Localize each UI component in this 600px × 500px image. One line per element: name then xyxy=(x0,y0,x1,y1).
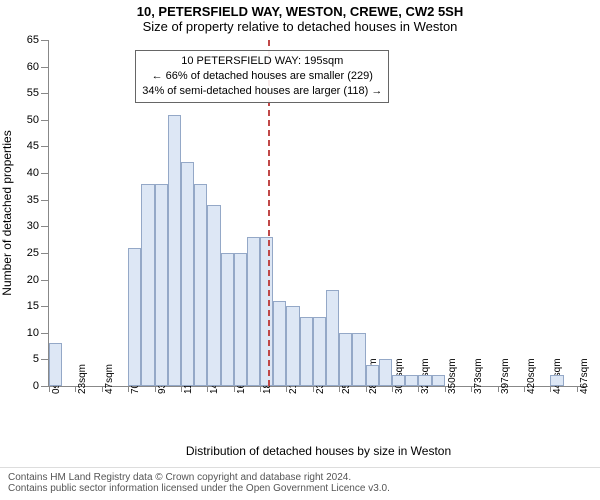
histogram-bar xyxy=(405,375,418,386)
histogram-bar xyxy=(313,317,326,386)
histogram-bar xyxy=(141,184,154,386)
x-tick xyxy=(234,386,235,392)
annotation-box: 10 PETERSFIELD WAY: 195sqm← 66% of detac… xyxy=(135,50,389,103)
histogram-bar xyxy=(418,375,431,386)
x-axis-label: Distribution of detached houses by size … xyxy=(186,444,451,458)
annotation-line: 10 PETERSFIELD WAY: 195sqm xyxy=(142,54,382,69)
histogram-bar xyxy=(168,115,181,386)
y-tick-label: 10 xyxy=(27,327,49,339)
histogram-bar xyxy=(550,375,563,386)
x-tick-label: 420sqm xyxy=(526,358,537,394)
histogram-bar xyxy=(260,237,273,386)
histogram-bar xyxy=(366,365,379,386)
chart-subtitle: Size of property relative to detached ho… xyxy=(0,19,600,34)
histogram-bar xyxy=(339,333,352,386)
histogram-bar xyxy=(49,343,62,386)
y-tick-label: 5 xyxy=(33,353,49,365)
y-tick-label: 0 xyxy=(33,380,49,392)
y-axis-label: Number of detached properties xyxy=(0,130,14,295)
x-tick xyxy=(313,386,314,392)
histogram-bar xyxy=(379,359,392,386)
x-tick-label: 350sqm xyxy=(447,358,458,394)
plot-inner: Number of detached properties Distributi… xyxy=(48,40,588,387)
x-tick xyxy=(577,386,578,392)
y-tick-label: 15 xyxy=(27,300,49,312)
y-tick-label: 60 xyxy=(27,61,49,73)
x-tick xyxy=(102,386,103,392)
x-tick xyxy=(181,386,182,392)
x-tick xyxy=(366,386,367,392)
histogram-bar xyxy=(326,290,339,386)
x-tick xyxy=(524,386,525,392)
y-tick-label: 35 xyxy=(27,194,49,206)
x-tick-label: 47sqm xyxy=(104,364,115,394)
x-tick-label: 373sqm xyxy=(473,358,484,394)
chart-container: 10, PETERSFIELD WAY, WESTON, CREWE, CW2 … xyxy=(0,0,600,500)
annotation-line: ← 66% of detached houses are smaller (22… xyxy=(142,69,382,84)
y-tick-label: 25 xyxy=(27,247,49,259)
histogram-bar xyxy=(432,375,445,386)
histogram-bar xyxy=(273,301,286,386)
histogram-bar xyxy=(300,317,313,386)
histogram-bar xyxy=(181,162,194,386)
footer-attribution: Contains HM Land Registry data © Crown c… xyxy=(0,467,600,500)
y-tick-label: 50 xyxy=(27,114,49,126)
histogram-bar xyxy=(247,237,260,386)
y-tick-label: 65 xyxy=(27,34,49,46)
histogram-bar xyxy=(286,306,299,386)
x-tick xyxy=(155,386,156,392)
histogram-bar xyxy=(207,205,220,386)
y-tick-label: 45 xyxy=(27,140,49,152)
x-tick xyxy=(260,386,261,392)
chart-title-address: 10, PETERSFIELD WAY, WESTON, CREWE, CW2 … xyxy=(0,4,600,19)
y-tick-label: 20 xyxy=(27,274,49,286)
x-tick-label: 397sqm xyxy=(500,358,511,394)
x-tick-label: 23sqm xyxy=(77,364,88,394)
histogram-bar xyxy=(352,333,365,386)
title-block: 10, PETERSFIELD WAY, WESTON, CREWE, CW2 … xyxy=(0,0,600,34)
histogram-bar xyxy=(155,184,168,386)
x-tick-label: 467sqm xyxy=(579,358,590,394)
histogram-bar xyxy=(128,248,141,386)
x-tick xyxy=(445,386,446,392)
x-tick xyxy=(498,386,499,392)
x-tick xyxy=(392,386,393,392)
annotation-line: 34% of semi-detached houses are larger (… xyxy=(142,84,382,99)
histogram-bar xyxy=(194,184,207,386)
x-tick xyxy=(49,386,50,392)
histogram-bar xyxy=(234,253,247,386)
plot-area: Number of detached properties Distributi… xyxy=(48,40,588,467)
y-tick-label: 55 xyxy=(27,87,49,99)
footer-line-2: Contains public sector information licen… xyxy=(8,483,592,494)
y-tick-label: 30 xyxy=(27,220,49,232)
y-tick-label: 40 xyxy=(27,167,49,179)
x-tick xyxy=(128,386,129,392)
footer-line-1: Contains HM Land Registry data © Crown c… xyxy=(8,472,592,483)
histogram-bar xyxy=(392,375,405,386)
histogram-bar xyxy=(221,253,234,386)
